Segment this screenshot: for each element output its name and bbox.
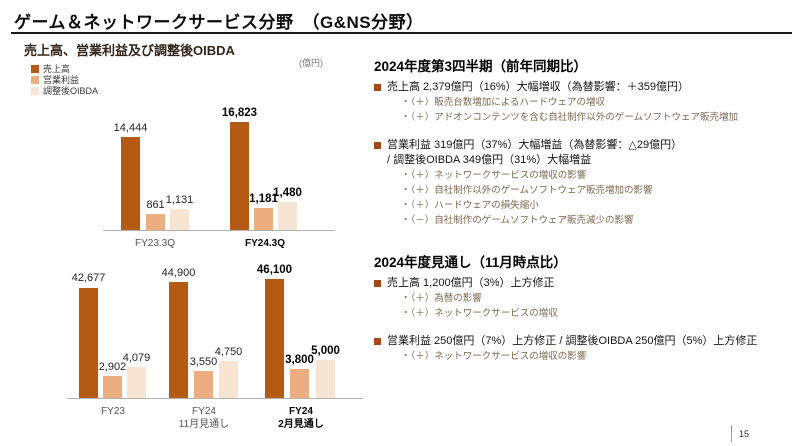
bullet-main-line: 売上高 1,200億円（3%）上方修正 [374,276,798,291]
bullet-main-line: 売上高 2,379億円（16%）大幅増収（為替影響：＋359億円） [374,80,798,95]
section-fy-outlook: 2024年度見通し（11月時点比） 売上高 1,200億円（3%）上方修正・（＋… [374,251,798,364]
bar-調整後OIBDA [127,366,146,398]
bullet-item: 売上高 1,200億円（3%）上方修正・（＋）為替の影響・（＋）ネットワークサー… [374,276,798,321]
bullet-item: 売上高 2,379億円（16%）大幅増収（為替影響：＋359億円） ・（＋）販売台… [374,80,798,125]
bullet-main-line: 営業利益 319億円（37%）大幅増益（為替影響：△29億円） [374,138,798,153]
chart-section-title: 売上高、営業利益及び調整後OIBDA [24,43,235,58]
category-label: FY24 11月見通し [178,406,230,430]
bar-調整後OIBDA [170,208,189,230]
slide-title: ゲーム＆ネットワークサービス分野 （G&NS分野） [14,13,424,32]
sub-bullet-line: ・（＋）ネットワークサービスの増収 [401,308,558,319]
bar-営業利益 [254,207,273,230]
title-underline [11,32,792,34]
bar-value-label: 1,480 [273,187,302,200]
category-axis: FY23.3Q FY24.3Q [103,237,335,267]
sub-bullet-line: ・（－）自社制作のゲームソフトウェア販売減少の影響 [401,215,634,226]
sub-bullet-line: ・（＋）為替の影響 [401,293,482,304]
bar-value-label: 5,000 [311,344,340,357]
bullet-main-line: / 調整後OIBDA 349億円（31%）大幅増益 [387,154,592,166]
category-label: FY24 2月見通し [278,406,324,430]
sub-bullet-line: ・（＋）ネットワークサービスの増収の影響 [401,351,587,362]
bar-value-label: 1,181 [249,192,278,205]
category-label: FY23 [101,406,125,417]
bullet-item: 営業利益 250億円（7%）上方修正 / 調整後OIBDA 250億円（5%）上… [374,334,798,364]
bar-value-label: 16,823 [221,106,258,119]
category-label: FY24.3Q [244,238,286,249]
bar-売上高 [265,278,284,398]
bar-営業利益 [194,370,213,398]
square-bullet-icon [374,84,381,91]
sub-bullet-line: ・（＋）販売台数増加によるハードウェアの増収 [401,97,605,108]
square-bullet-icon [374,142,381,149]
legend-swatch-icon [31,86,39,95]
commentary-column: 2024年度第3四半期（前年同期比） 売上高 2,379億円（16%）大幅増収（… [374,0,798,446]
bar-value-label: 14,444 [113,122,148,135]
bar-value-label: 861 [146,198,165,211]
bar-売上高 [79,287,98,398]
sub-bullet-line: ・（＋）アドオンコンテンツを含む自社制作以外のゲームソフトウェア販売増加 [401,112,738,123]
legend-swatch-icon [31,75,39,84]
bullet-list: 売上高 2,379億円（16%）大幅増収（為替影響：＋359億円） ・（＋）販売台… [374,80,798,228]
annual-bar-chart: 42,677 2,902 4,079 44,900 3,550 4,750 46,100 3,… [67,252,363,435]
bar-value-label: 3,550 [189,355,218,368]
square-bullet-icon [374,338,381,345]
page-number-divider [731,425,732,442]
legend-swatch-icon [31,64,39,73]
bar-調整後OIBDA [316,359,335,398]
bar-売上高 [121,137,140,230]
bar-調整後OIBDA [219,361,238,398]
quarterly-bar-chart: 14,444 861 1,131 16,823 1,181 1,480 FY23.3Q FY2… [103,100,335,267]
legend-label: 営業利益 [43,75,80,85]
square-bullet-icon [374,280,381,287]
bar-営業利益 [146,213,165,230]
bar-value-label: 4,079 [122,351,151,364]
bullet-list: 売上高 1,200億円（3%）上方修正・（＋）為替の影響・（＋）ネットワークサー… [374,276,798,364]
legend-label: 売上高 [43,64,71,74]
legend-item: 売上高 [31,63,98,74]
bar-value-label: 44,900 [161,266,196,279]
bar-調整後OIBDA [278,202,297,230]
plot-area: 42,677 2,902 4,079 44,900 3,550 4,750 46,100 3,… [67,252,363,399]
bar-value-label: 4,750 [214,346,243,359]
bar-売上高 [230,121,249,230]
bar-value-label: 42,677 [71,272,106,285]
legend-item: 調整後OIBDA [31,85,98,96]
section-heading: 2024年度第3四半期（前年同期比） [374,59,588,74]
sub-bullet-line: ・（＋）ネットワークサービスの増収の影響 [401,170,587,181]
sub-bullet-line: ・（＋）ハードウェアの損失縮小 [401,200,539,211]
category-axis: FY23 FY24 11月見通し FY24 2月見通し [67,405,363,435]
bar-売上高 [169,281,188,398]
bar-営業利益 [290,368,309,398]
bar-営業利益 [103,375,122,398]
legend-label: 調整後OIBDA [43,86,99,96]
page-number: 15 [731,425,749,442]
bar-value-label: 2,902 [98,360,127,373]
chart-legend: 売上高 営業利益 調整後OIBDA [31,63,98,96]
page-number-value: 15 [739,428,750,439]
plot-area: 14,444 861 1,131 16,823 1,181 1,480 [103,100,335,231]
unit-label: (億円) [299,58,323,68]
bar-value-label: 46,100 [256,263,293,276]
section-q3-results: 2024年度第3四半期（前年同期比） 売上高 2,379億円（16%）大幅増収（… [374,55,798,228]
bullet-main-line: 営業利益 250億円（7%）上方修正 / 調整後OIBDA 250億円（5%）上… [374,334,798,349]
sub-bullet-line: ・（＋）自社制作以外のゲームソフトウェア販売増加の影響 [401,185,653,196]
bullet-item: 営業利益 319億円（37%）大幅増益（為替影響：△29億円） / 調整後OIBD… [374,138,798,228]
legend-item: 営業利益 [31,74,98,85]
category-label: FY23.3Q [134,238,176,249]
bar-value-label: 1,131 [165,193,194,206]
bar-value-label: 3,800 [285,353,314,366]
section-heading: 2024年度見通し（11月時点比） [374,255,567,270]
